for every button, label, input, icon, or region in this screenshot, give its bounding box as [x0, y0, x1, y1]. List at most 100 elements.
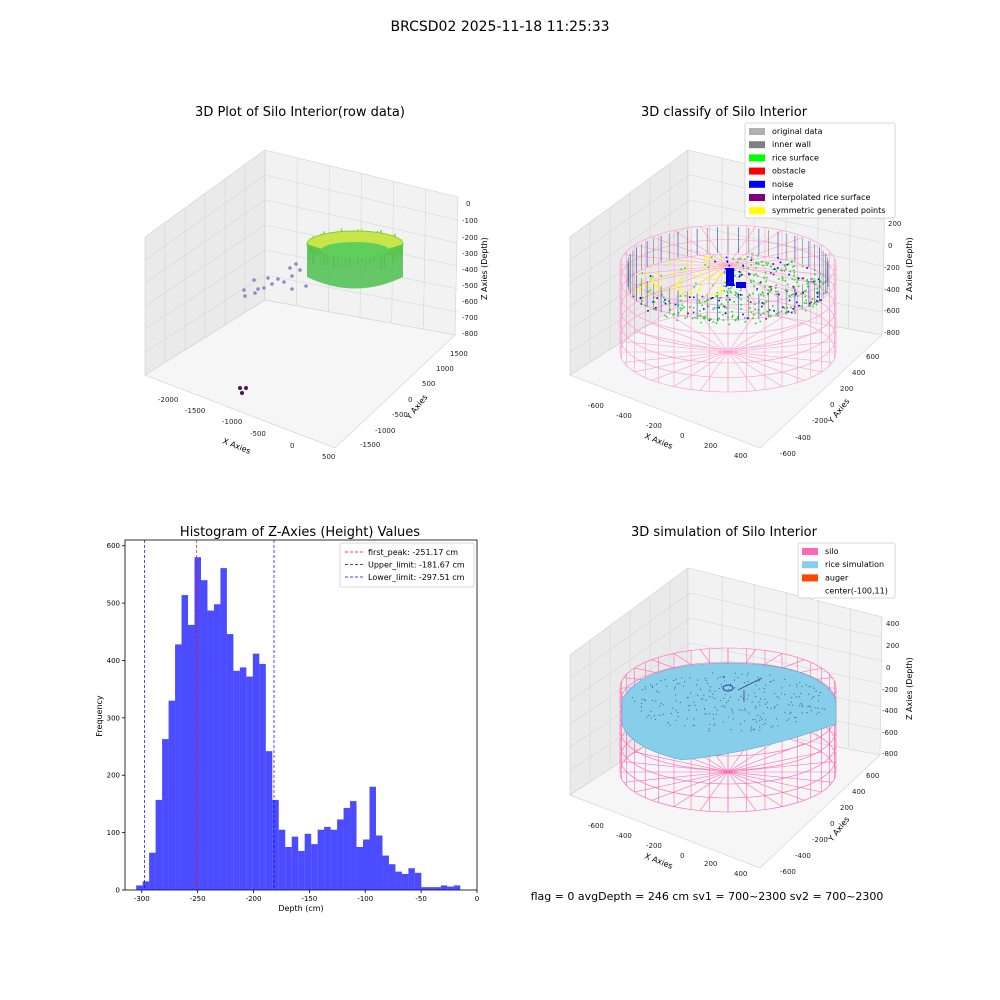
- classified-point: [661, 293, 663, 296]
- classified-point: [694, 288, 696, 290]
- classified-point: [638, 291, 641, 293]
- rice-texture-dot: [684, 681, 686, 683]
- classified-point: [777, 278, 780, 280]
- rice-texture-dot: [772, 725, 774, 727]
- silo-spoke: [727, 230, 783, 266]
- rice-texture-dot: [795, 683, 798, 686]
- legend-swatch: [749, 207, 765, 215]
- rice-texture-dot: [765, 684, 767, 686]
- classified-point: [686, 262, 689, 265]
- classified-point: [736, 261, 739, 264]
- rice-texture-dot: [720, 685, 723, 688]
- silo-spoke: [623, 264, 729, 276]
- rice-texture-dot: [770, 726, 772, 728]
- classified-point: [753, 285, 756, 288]
- classified-point: [647, 283, 650, 286]
- classified-point: [817, 301, 820, 303]
- classified-point: [762, 303, 765, 305]
- classified-point: [676, 319, 678, 322]
- scatter-point: [288, 266, 292, 270]
- classified-point: [788, 295, 791, 297]
- rice-texture-dot: [641, 689, 643, 691]
- classified-point: [681, 276, 684, 279]
- rice-texture-dot: [789, 684, 791, 686]
- rice-texture-dot: [815, 707, 817, 709]
- classified-point: [725, 298, 727, 301]
- classified-point: [725, 256, 728, 259]
- classified-point: [727, 292, 729, 294]
- classified-point: [724, 268, 727, 270]
- classified-point: [794, 312, 796, 314]
- rice-texture-dot: [686, 696, 688, 699]
- classified-point: [749, 273, 752, 276]
- classified-point: [734, 291, 737, 294]
- rice-texture-dot: [756, 681, 758, 683]
- classified-point: [811, 278, 814, 280]
- silo-spoke: [634, 771, 729, 793]
- classified-point: [775, 290, 777, 293]
- classified-point: [790, 294, 793, 296]
- histogram-xticks: -300 -250 -200 -150 -100 -50 0: [134, 890, 479, 903]
- rice-texture-dot: [773, 679, 775, 681]
- rice-texture-dot: [793, 693, 795, 695]
- rice-texture-dot: [641, 698, 643, 700]
- classified-point: [714, 258, 716, 260]
- outlier-point: [244, 386, 248, 390]
- classified-point: [669, 273, 671, 276]
- rice-texture-dot: [729, 696, 732, 698]
- p1-ztick: -800: [462, 330, 478, 338]
- classified-point: [801, 277, 803, 280]
- classified-point: [659, 280, 662, 282]
- classified-point: [746, 317, 749, 320]
- classified-point: [820, 280, 822, 283]
- classified-point: [805, 299, 807, 302]
- classified-point: [657, 276, 659, 279]
- classified-point: [716, 306, 718, 309]
- classified-point: [740, 287, 743, 290]
- classified-point: [687, 312, 689, 315]
- classified-point: [775, 293, 778, 296]
- classified-point: [814, 280, 817, 283]
- classified-point: [720, 291, 722, 293]
- histogram-bar: [395, 871, 402, 890]
- classified-point: [718, 311, 721, 314]
- classified-point: [783, 307, 786, 309]
- classified-point: [742, 265, 744, 267]
- classified-point: [699, 271, 702, 274]
- panel4-ticks: -600 -400 -200 0 200 400 -600 -400 -200 …: [588, 620, 899, 878]
- silo-spoke: [651, 771, 729, 801]
- classified-point: [810, 301, 812, 304]
- silo-spoke: [623, 254, 729, 266]
- classified-point: [688, 296, 691, 298]
- classified-point: [639, 287, 641, 290]
- rice-texture-dot: [689, 677, 691, 679]
- rice-texture-dot: [774, 692, 776, 694]
- histogram-bar: [259, 663, 266, 890]
- classified-point: [726, 260, 729, 263]
- classified-point: [703, 308, 705, 310]
- classified-point: [814, 301, 817, 304]
- rice-texture-dot: [764, 698, 766, 700]
- classified-point: [704, 264, 706, 266]
- classified-point: [715, 322, 718, 325]
- rice-texture-dot: [791, 696, 793, 698]
- rice-texture-dot: [809, 686, 812, 688]
- rice-texture-dot: [732, 712, 734, 714]
- classified-point: [797, 276, 799, 279]
- classified-point: [664, 302, 667, 305]
- classified-point: [739, 271, 742, 274]
- classified-point: [710, 268, 713, 271]
- rice-texture-dot: [766, 707, 769, 709]
- classified-point: [708, 294, 711, 297]
- p4-ytick: -600: [780, 868, 796, 876]
- scatter-point: [262, 286, 266, 290]
- classified-point: [704, 315, 707, 318]
- classified-point: [639, 280, 641, 282]
- classified-point: [739, 289, 742, 292]
- scatter-point: [270, 282, 274, 286]
- classified-point: [651, 279, 654, 281]
- rice-texture-dot: [721, 705, 723, 707]
- classified-point: [765, 276, 768, 279]
- rice-texture-dot: [791, 704, 794, 706]
- rice-texture-dot: [656, 690, 658, 692]
